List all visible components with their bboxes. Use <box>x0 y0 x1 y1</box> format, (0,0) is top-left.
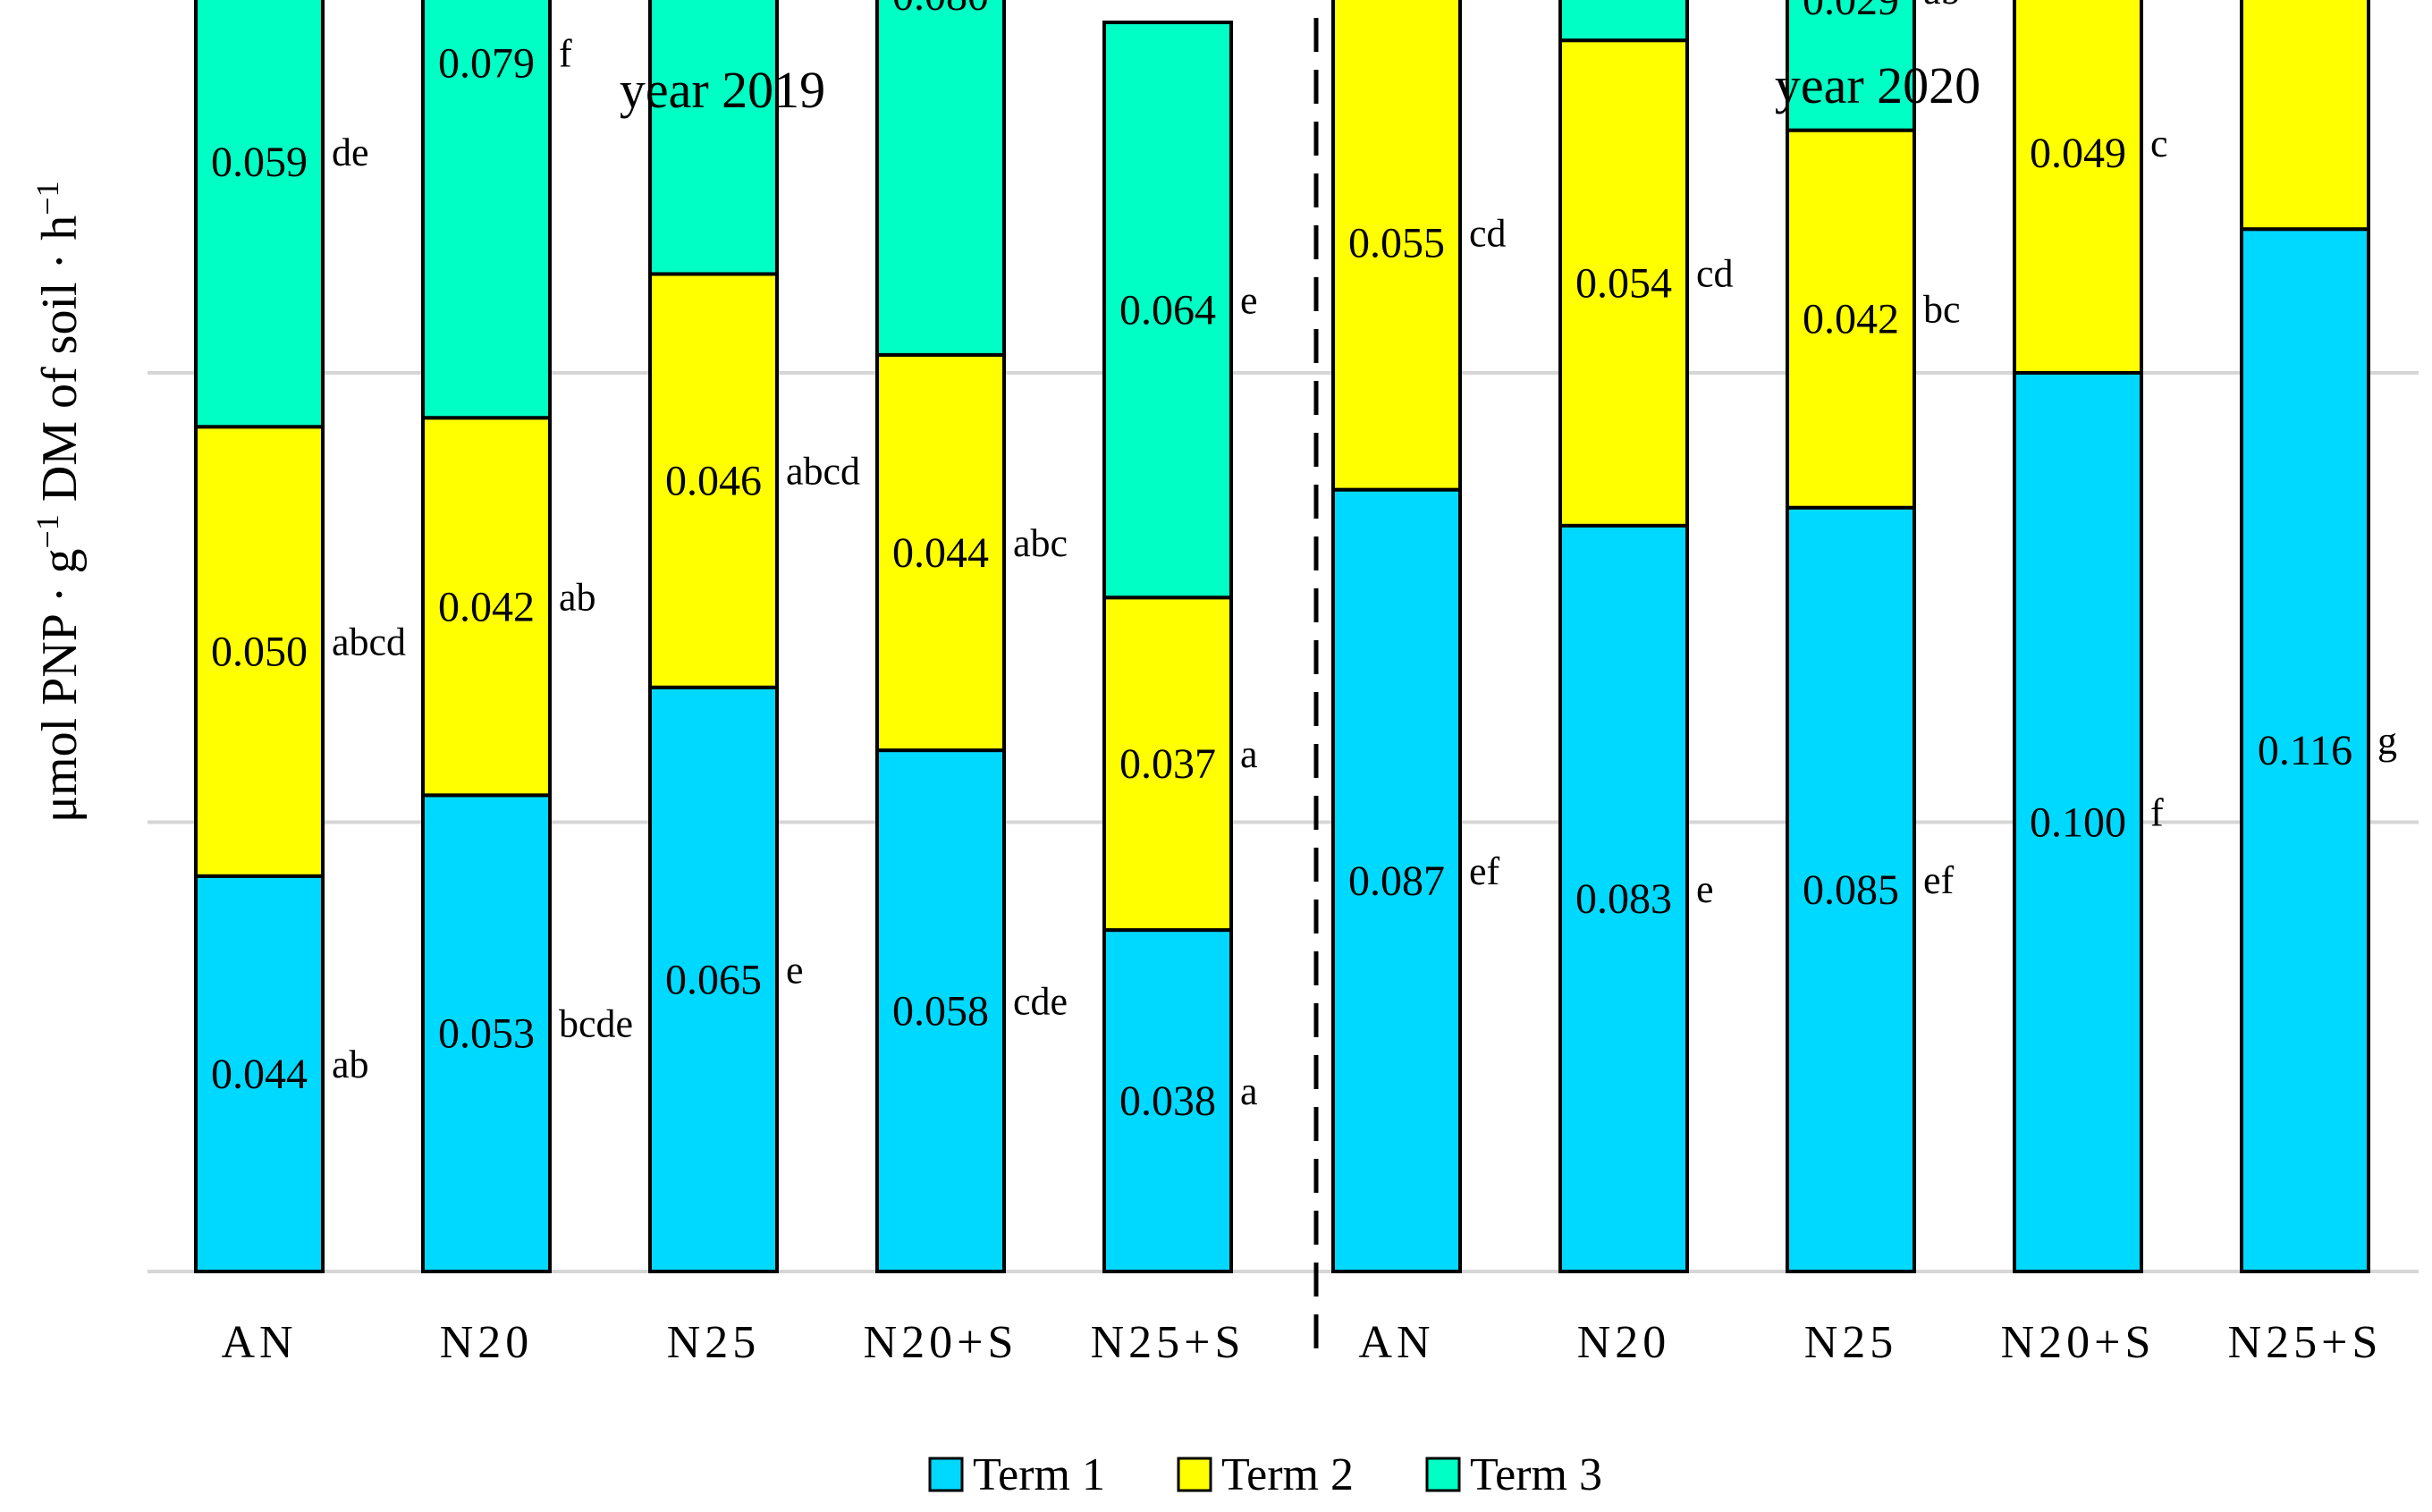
significance-letter: ab <box>332 1043 369 1086</box>
significance-letter: ef <box>1923 858 1955 902</box>
category-tick-label: N20+S <box>2001 1317 2156 1368</box>
legend-swatch <box>1177 1457 1212 1492</box>
significance-letter: cd <box>1469 211 1507 255</box>
significance-letter: cde <box>1013 980 1068 1024</box>
significance-letter: ab <box>1923 0 1961 13</box>
category-labels: AN N20 N25 N20+S N25+S AN N20 N25 N20+S N25+S <box>221 1317 2383 1368</box>
bar-segment <box>648 685 779 1273</box>
y-axis-label: μmol PNP · g−1 DM of soil · h−1 <box>30 181 88 823</box>
category-tick-label: N25 <box>667 1317 761 1368</box>
significance-letter: f <box>1013 0 1026 8</box>
significance-letter: e <box>1696 867 1714 911</box>
bar-segment <box>1558 0 1689 43</box>
bar-segment <box>421 793 552 1273</box>
bar-segment <box>1558 523 1689 1273</box>
bar-segment <box>875 352 1006 753</box>
data-label: 0.042 <box>1803 296 1899 343</box>
bars <box>194 0 2370 1274</box>
data-label: 0.055 <box>1348 219 1445 266</box>
data-label: 0.079 <box>438 39 535 87</box>
significance-letter: de <box>332 131 369 174</box>
significance-letter: bc <box>1923 288 1961 332</box>
bar-segment <box>648 0 779 276</box>
bar-segment <box>1102 928 1233 1273</box>
y-axis-label-part-1: μmol PNP · g <box>32 549 88 823</box>
bar-segment <box>875 748 1006 1273</box>
bar-segment <box>1786 0 1916 132</box>
data-label: 0.029 <box>1803 0 1899 24</box>
data-label: 0.080 <box>892 0 989 20</box>
year-2020-label: year 2020 <box>1775 56 1980 114</box>
category-tick-label: N20+S <box>864 1317 1018 1368</box>
significance-letter: e <box>786 948 804 992</box>
significance-letter: a <box>1240 1069 1258 1113</box>
bar-segment <box>1102 596 1233 933</box>
bar-segment <box>194 874 325 1273</box>
data-label: 0.064 <box>1119 287 1216 334</box>
bar-segment <box>194 0 325 429</box>
data-label: 0.038 <box>1119 1077 1216 1125</box>
data-label: 0.059 <box>211 139 308 186</box>
legend-entry: Term 2 <box>1221 1449 1354 1500</box>
data-label: 0.054 <box>1575 260 1672 308</box>
legend-swatch <box>928 1457 964 1492</box>
legend-swatch <box>1425 1457 1461 1492</box>
data-label: 0.085 <box>1803 866 1899 914</box>
y-axis-label-part-2: DM of soil · h <box>32 215 88 514</box>
data-label: 0.100 <box>2030 799 2126 847</box>
data-label: 0.087 <box>1348 857 1445 905</box>
significance-letter: cd <box>1696 252 1734 296</box>
category-tick-label: N25+S <box>2228 1317 2383 1368</box>
significance-letter: bcde <box>559 1002 633 1046</box>
y-axis-label-sup-1: −1 <box>30 514 65 548</box>
bar-segment <box>648 272 779 689</box>
significance-letter: ab <box>559 575 596 619</box>
bar-segment <box>1102 21 1233 600</box>
significance-letter: abc <box>1013 521 1068 565</box>
significance-letter: f <box>2150 791 2164 835</box>
significance-letter: abcd <box>332 621 406 664</box>
significance-letter: ef <box>1469 849 1500 893</box>
data-label: 0.046 <box>665 458 762 505</box>
data-label: 0.065 <box>665 956 762 1003</box>
significance-letter: e <box>1240 279 1258 323</box>
significance-letter: a <box>1240 732 1258 776</box>
data-label: 0.042 <box>438 583 535 630</box>
significance-letter: g <box>2377 719 2397 763</box>
category-tick-label: N25+S <box>1091 1317 1246 1368</box>
data-label: 0.050 <box>211 629 308 676</box>
data-label: 0.116 <box>2258 727 2352 774</box>
bar-segment <box>421 0 552 420</box>
bar-segment <box>1786 128 1916 510</box>
legend-entry: Term 3 <box>1470 1449 1602 1500</box>
legend-entry: Term 1 <box>973 1449 1105 1500</box>
bar-segment <box>2013 0 2143 376</box>
bar-segment <box>2240 0 2370 232</box>
bar-segment <box>875 0 1006 357</box>
data-label: 0.053 <box>438 1010 535 1058</box>
data-label: 0.044 <box>892 529 989 577</box>
category-tick-label: N25 <box>1804 1317 1898 1368</box>
data-label: 0.058 <box>892 988 989 1035</box>
data-label: 0.037 <box>1119 740 1216 788</box>
legend: Term 1 Term 2 Term 3 <box>928 1449 1602 1500</box>
y-axis-label-sup-2: −1 <box>30 181 65 215</box>
category-tick-label: N20 <box>440 1317 534 1368</box>
bar-segment <box>421 416 552 798</box>
significance-letter: c <box>2150 122 2168 165</box>
year-2019-label: year 2019 <box>620 61 825 119</box>
bar-segment <box>1331 487 1462 1273</box>
significance-letter: abcd <box>786 450 860 494</box>
category-tick-label: N20 <box>1577 1317 1671 1368</box>
bar-segment <box>1786 505 1916 1273</box>
significance-letter: f <box>559 31 572 75</box>
data-label: 0.044 <box>211 1051 308 1098</box>
data-label: 0.049 <box>2030 130 2126 177</box>
category-tick-label: AN <box>221 1317 297 1368</box>
category-tick-label: AN <box>1358 1317 1434 1368</box>
bar-segment <box>1331 0 1462 492</box>
data-label: 0.083 <box>1575 875 1672 923</box>
